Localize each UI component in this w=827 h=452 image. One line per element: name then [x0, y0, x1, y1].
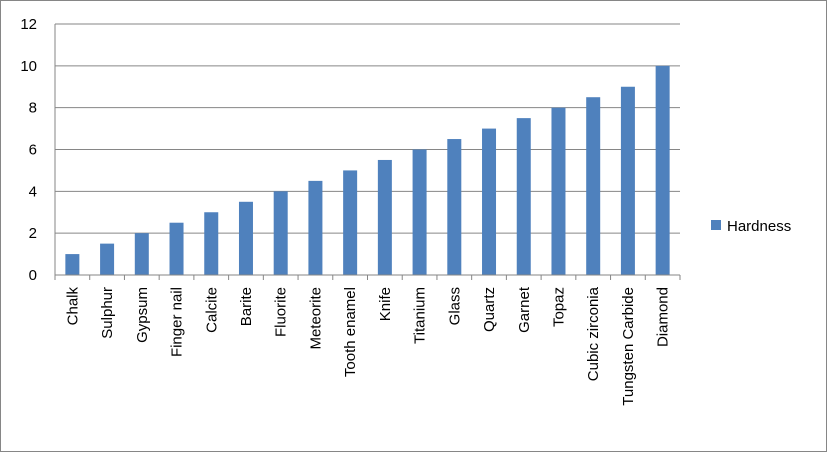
x-tick-label: Tooth enamel — [342, 287, 359, 377]
x-tick-label: Chalk — [64, 287, 81, 326]
x-tick-label: Tungsten Carbide — [620, 287, 637, 406]
bar-sulphur — [100, 243, 115, 275]
x-tick-label: Cubic zirconia — [585, 286, 602, 381]
axes — [54, 24, 681, 280]
bar-titanium — [412, 149, 427, 275]
bar-chalk — [65, 254, 80, 275]
legend-swatch-hardness — [711, 220, 721, 230]
x-tick-label: Finger nail — [169, 287, 186, 357]
bar-knife — [377, 159, 392, 275]
bar-finger-nail — [169, 222, 184, 275]
y-tick-label: 0 — [29, 267, 37, 284]
x-tick-label: Topaz — [550, 287, 567, 327]
gridlines — [55, 23, 680, 234]
x-tick-label: Calcite — [203, 287, 220, 333]
x-tick-label: Barite — [238, 287, 255, 326]
x-tick-label: Sulphur — [99, 287, 116, 339]
bar-meteorite — [308, 180, 323, 275]
x-tick-label: Garnet — [516, 286, 533, 333]
bar-tungsten-carbide — [620, 86, 635, 275]
x-tick-label: Meteorite — [307, 287, 324, 350]
x-tick-label: Knife — [377, 287, 394, 321]
y-tick-label: 2 — [29, 225, 37, 242]
bar-calcite — [204, 212, 219, 275]
legend-label-hardness: Hardness — [727, 218, 791, 235]
bar-tooth-enamel — [343, 170, 358, 275]
bar-gypsum — [134, 233, 149, 275]
bar-diamond — [655, 65, 670, 275]
x-axis-tick-labels: Chalk Sulphur Gypsum Finger nail Calcite Bari… — [64, 286, 671, 406]
y-tick-label: 8 — [29, 100, 37, 117]
bar-glass — [447, 139, 462, 275]
bar-barite — [238, 201, 253, 275]
y-axis-tick-labels: 0 2 4 6 8 10 12 — [20, 16, 37, 284]
x-tick-label: Titanium — [412, 287, 429, 344]
x-tick-label: Fluorite — [273, 287, 290, 337]
bar-garnet — [516, 118, 531, 275]
y-tick-label: 12 — [20, 16, 37, 33]
bar-fluorite — [273, 191, 288, 275]
bar-quartz — [482, 128, 497, 275]
x-tick-label: Gypsum — [134, 287, 151, 343]
y-tick-label: 6 — [29, 142, 37, 159]
bar-topaz — [551, 107, 566, 276]
x-tick-label: Glass — [446, 287, 463, 325]
y-tick-label: 10 — [20, 58, 37, 75]
x-tick-label: Diamond — [655, 287, 672, 347]
x-tick-label: Quartz — [481, 287, 498, 332]
legend: Hardness — [711, 218, 791, 235]
y-tick-label: 4 — [29, 183, 37, 200]
bar-cubic-zirconia — [586, 97, 601, 275]
bars — [65, 65, 670, 276]
